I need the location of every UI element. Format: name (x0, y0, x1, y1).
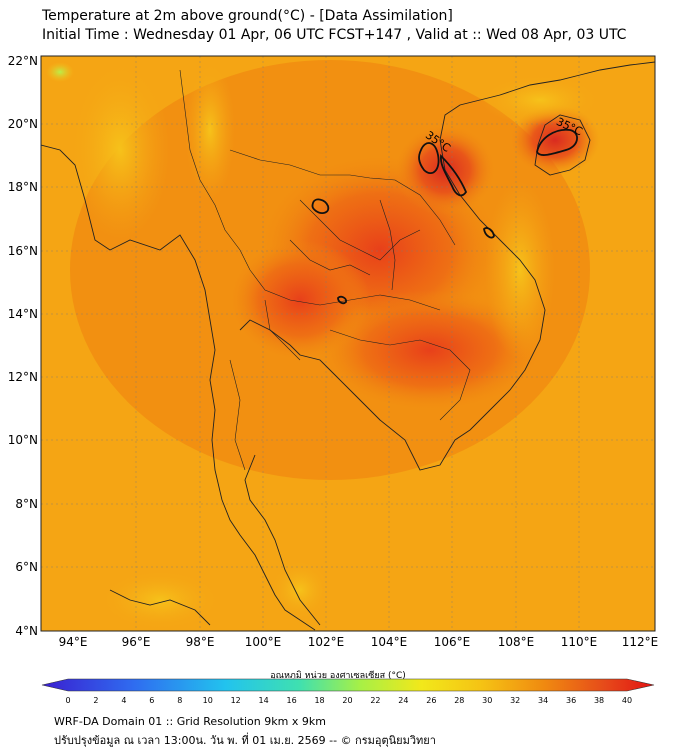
lon-label: 98°E (186, 635, 215, 649)
map-subtitle: Initial Time : Wednesday 01 Apr, 06 UTC … (42, 27, 627, 43)
lon-axis: 94°E 96°E 98°E 100°E 102°E 104°E 106°E 1… (59, 635, 659, 649)
map-title: Temperature at 2m above ground(°C) - [Da… (42, 8, 453, 24)
lon-label: 112°E (622, 635, 659, 649)
colorbar-tick-label: 40 (622, 696, 632, 705)
lat-axis: 22°N 20°N 18°N 16°N 14°N 12°N 10°N 8°N 6… (8, 54, 38, 638)
lat-label: 4°N (15, 624, 38, 638)
colorbar-tick-label: 32 (510, 696, 520, 705)
field-cool-annamite (485, 180, 555, 360)
lon-label: 108°E (498, 635, 535, 649)
colorbar-tick-label: 2 (93, 696, 98, 705)
colorbar-strip (41, 678, 655, 692)
colorbar: 0 2 4 6 8 10 12 14 16 18 20 22 24 26 28 30 32 34 36 38 40 (41, 678, 655, 705)
borders (179, 69, 471, 471)
colorbar-tick-label: 0 (65, 696, 70, 705)
lat-label: 16°N (8, 244, 38, 258)
gridlines (41, 56, 655, 631)
lat-label: 10°N (8, 433, 38, 447)
lat-label: 6°N (15, 560, 38, 574)
colorbar-tick-label: 36 (566, 696, 576, 705)
field-cool-ridge (185, 60, 235, 200)
colorbar-tick-label: 22 (370, 696, 380, 705)
lat-label: 14°N (8, 307, 38, 321)
lon-label: 102°E (308, 635, 345, 649)
colorbar-tick-label: 26 (426, 696, 436, 705)
contours-35c (311, 128, 578, 305)
footer-domain: WRF-DA Domain 01 :: Grid Resolution 9km … (54, 715, 326, 728)
lon-label: 96°E (122, 635, 151, 649)
colorbar-tick-label: 30 (482, 696, 492, 705)
colorbar-tick-label: 16 (287, 696, 297, 705)
field-cool-south2 (270, 560, 330, 620)
colorbar-tick-label: 4 (121, 696, 126, 705)
map-frame (40, 55, 656, 632)
colorbar-tick-label: 20 (342, 696, 352, 705)
colorbar-tick-label: 24 (398, 696, 408, 705)
colorbar-tick-label: 38 (594, 696, 604, 705)
lon-label: 106°E (434, 635, 471, 649)
lat-label: 22°N (8, 54, 38, 68)
contour-north-vietnam (418, 142, 440, 175)
colorbar-tick-label: 6 (149, 696, 154, 705)
colorbar-tick-label: 34 (538, 696, 548, 705)
contour-hainan (536, 128, 578, 156)
field-hot-cambodia (320, 290, 540, 410)
lon-label: 104°E (371, 635, 408, 649)
lon-label: 100°E (245, 635, 282, 649)
contour-laos (311, 198, 330, 214)
field-green-spot (46, 62, 74, 82)
field-cool-south (100, 570, 220, 630)
coastlines (41, 61, 655, 631)
contour-vietnam-central (483, 227, 495, 239)
colorbar-tick-label: 28 (454, 696, 464, 705)
field-cool-gulf-tonkin (480, 75, 600, 125)
colorbar-tick-label: 10 (203, 696, 213, 705)
map-field: 35°C 35°C (41, 56, 655, 631)
temperature-map: 35°C 35°C 22°N 20°N 18°N 16°N 14°N 12°N … (8, 54, 659, 649)
lon-label: 94°E (59, 635, 88, 649)
field-cool-west (70, 60, 170, 240)
footer-update: ปรับปรุงข้อมูล ณ เวลา 13:00น. วัน พ. ที่… (54, 734, 436, 747)
lon-label: 110°E (561, 635, 598, 649)
contour-thailand (337, 295, 347, 305)
colorbar-ticks: 0 2 4 6 8 10 12 14 16 18 20 22 24 26 28 30 32 34 36 38 40 (65, 696, 632, 705)
colorbar-tick-label: 8 (177, 696, 182, 705)
contour-north-vietnam-2 (440, 154, 468, 197)
lat-label: 20°N (8, 117, 38, 131)
colorbar-tick-label: 18 (314, 696, 324, 705)
colorbar-tick-label: 12 (231, 696, 241, 705)
field-hot-central (230, 240, 370, 360)
lat-label: 12°N (8, 370, 38, 384)
colorbar-title: อุณหภูมิ หน่วย องศาเซลเซียส (°C) (270, 671, 406, 681)
lat-label: 18°N (8, 180, 38, 194)
lat-label: 8°N (15, 497, 38, 511)
colorbar-tick-label: 14 (259, 696, 269, 705)
